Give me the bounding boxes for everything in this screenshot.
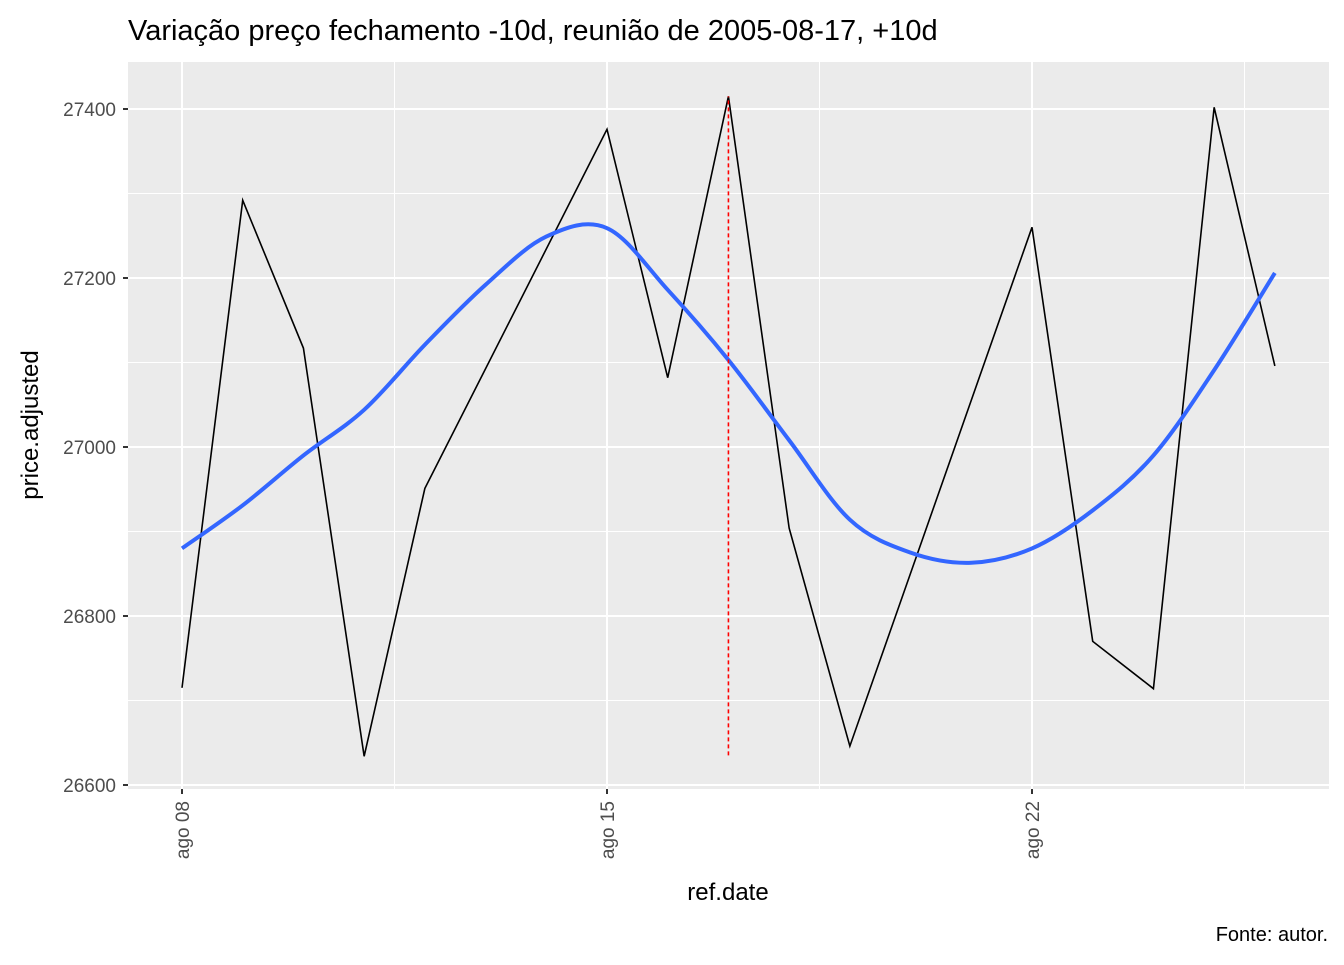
caption: Fonte: autor. <box>1216 924 1328 946</box>
x-axis-label: ref.date <box>687 879 768 906</box>
y-tick-label: 27400 <box>63 100 116 121</box>
x-tick-label: ago 22 <box>1023 801 1044 859</box>
y-tick-label: 27200 <box>63 269 116 290</box>
chart-title: Variação preço fechamento -10d, reunião … <box>128 15 938 47</box>
y-tick-label: 26800 <box>63 607 116 628</box>
y-tick-label: 26600 <box>63 776 116 797</box>
y-axis-label: price.adjusted <box>17 350 44 499</box>
y-tick-label: 27000 <box>63 438 116 459</box>
x-tick-label: ago 08 <box>173 801 194 859</box>
x-tick-label: ago 15 <box>598 801 619 859</box>
